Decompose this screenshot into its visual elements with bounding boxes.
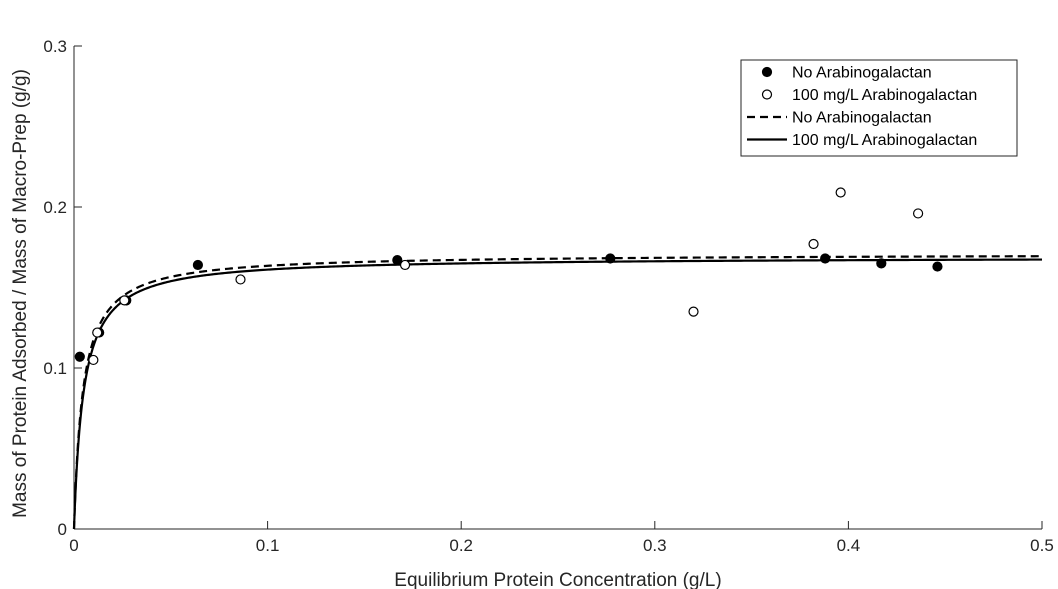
x-tick-label: 0 [69,536,78,555]
y-tick-label: 0.3 [43,37,67,56]
legend-marker [761,89,773,100]
legend-label: No Arabinogalactan [792,65,932,82]
data-points [74,187,943,366]
data-point-100mgL-arabinogalactan [808,238,819,250]
legend-label: No Arabinogalactan [792,110,932,127]
x-tick-label: 0.2 [449,536,473,555]
legend-label: 100 mg/L Arabinogalactan [792,132,977,149]
data-point-100mgL-arabinogalactan [912,208,924,219]
data-point-no-arabinogalactan [392,255,403,266]
y-axis-label: Mass of Protein Adsorbed / Mass of Macro… [10,69,31,518]
x-tick-label: 0.1 [256,536,280,555]
data-point-no-arabinogalactan [192,259,204,271]
fit-line-100mgL-arabinogalactan [72,258,1043,529]
legend: No Arabinogalactan 100 mg/L Arabinogalact… [740,59,1018,157]
x-tick-label: 0.3 [643,536,667,555]
x-axis-label: Equilibrium Protein Concentration (g/L) [394,570,721,589]
data-point-100mgL-arabinogalactan [399,259,411,271]
data-point-100mgL-arabinogalactan [92,327,103,338]
data-point-100mgL-arabinogalactan [119,295,130,306]
data-point-100mgL-arabinogalactan [235,274,246,285]
x-tick-label: 0.4 [837,536,861,555]
y-tick-label: 0 [58,520,67,539]
y-tick-label: 0.2 [43,198,67,217]
y-tick-label: 0.1 [43,359,67,378]
data-point-100mgL-arabinogalactan [835,187,846,198]
fit-line-no-arabinogalactan [72,255,1043,529]
axes: 0 0.1 0.2 0.3 0.4 0.5 0 0.1 0.2 0.3 [43,37,1053,555]
fit-curves [72,255,1043,529]
x-tick-label: 0.5 [1030,536,1054,555]
data-point-no-arabinogalactan [876,258,887,269]
data-point-no-arabinogalactan [74,351,85,362]
data-point-no-arabinogalactan [932,261,943,272]
data-point-no-arabinogalactan [820,253,831,264]
data-point-100mgL-arabinogalactan [88,354,99,366]
data-point-no-arabinogalactan [605,253,616,264]
legend-marker [761,66,773,78]
data-point-100mgL-arabinogalactan [688,306,699,317]
legend-label: 100 mg/L Arabinogalactan [792,87,977,104]
